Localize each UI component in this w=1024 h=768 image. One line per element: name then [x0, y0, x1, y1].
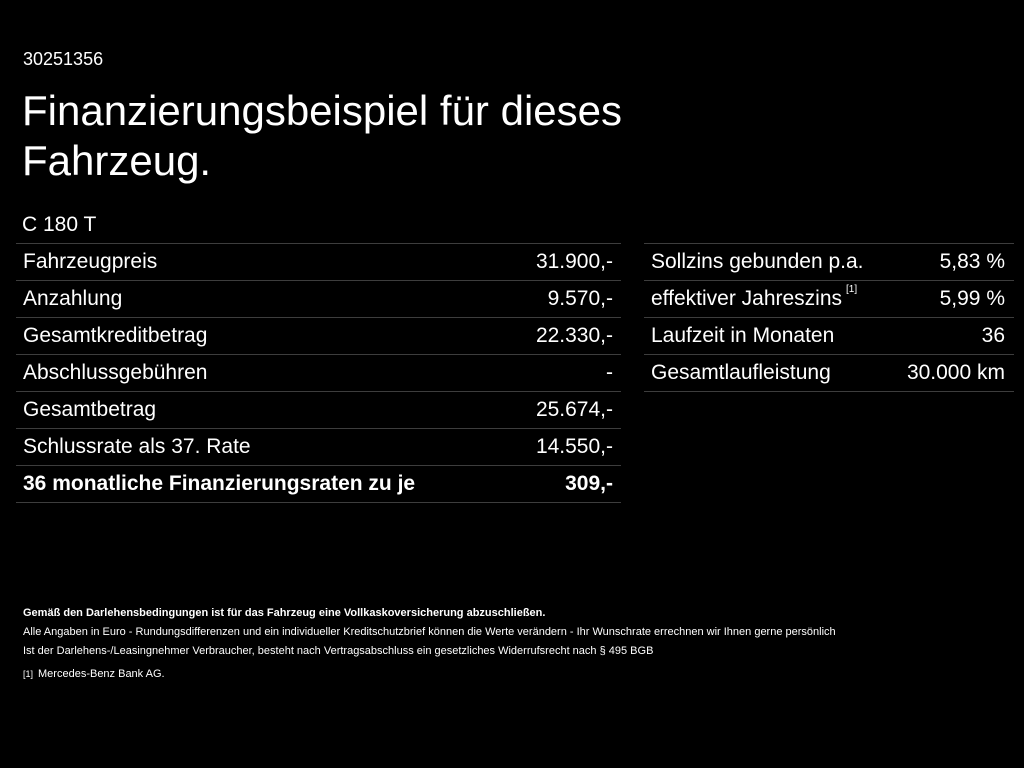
row-label: Gesamtlaufleistung — [651, 361, 831, 384]
row-label-wrapper: effektiver Jahreszins [1] — [651, 284, 858, 311]
table-row: Schlussrate als 37. Rate 14.550,- — [16, 429, 621, 466]
row-label: Anzahlung — [23, 287, 123, 310]
insurance-note: Gemäß den Darlehensbedingungen ist für d… — [23, 607, 546, 619]
footnote-reference: [1] Mercedes-Benz Bank AG. — [23, 665, 1003, 684]
euro-note: Alle Angaben in Euro - Rundungsdifferenz… — [23, 626, 836, 638]
row-value: 25.674,- — [535, 398, 613, 421]
row-label: Schlussrate als 37. Rate — [23, 435, 251, 458]
table-row: Gesamtbetrag 25.674,- — [16, 392, 621, 429]
vehicle-model: C 180 T — [22, 213, 97, 236]
row-value: 5,99 % — [939, 287, 1005, 310]
table-row: Anzahlung 9.570,- — [16, 281, 621, 318]
interest-terms-table: Sollzins gebunden p.a. 5,83 % effektiver… — [644, 243, 1014, 392]
row-value: 14.550,- — [535, 435, 613, 458]
row-value: - — [606, 361, 613, 384]
table-row: Laufzeit in Monaten 36 — [644, 318, 1014, 355]
monthly-rate-row: 36 monatliche Finanzierungsraten zu je 3… — [16, 466, 621, 503]
row-value: 31.900,- — [535, 250, 613, 273]
row-label: Gesamtkreditbetrag — [23, 324, 208, 347]
row-value: 22.330,- — [535, 324, 613, 347]
row-label: Abschlussgebühren — [23, 361, 208, 384]
row-value: 30.000 km — [906, 361, 1005, 384]
row-label: Gesamtbetrag — [23, 398, 157, 421]
row-label: Sollzins gebunden p.a. — [651, 250, 864, 273]
table-row: Fahrzeugpreis 31.900,- — [16, 244, 621, 281]
row-value: 36 — [981, 324, 1005, 347]
withdrawal-note: Ist der Darlehens-/Leasingnehmer Verbrau… — [23, 645, 654, 657]
row-label: 36 monatliche Finanzierungsraten zu je — [23, 472, 416, 495]
footnote-marker: [1] — [846, 284, 858, 295]
row-label: Laufzeit in Monaten — [651, 324, 835, 347]
row-value: 9.570,- — [547, 287, 613, 310]
table-row: Gesamtkreditbetrag 22.330,- — [16, 318, 621, 355]
footnote-ref-marker: [1] — [23, 669, 34, 679]
footnote-ref-text: Mercedes-Benz Bank AG. — [38, 668, 165, 680]
monthly-rate-value: 309,- — [565, 472, 613, 495]
row-label: effektiver Jahreszins — [651, 287, 843, 310]
table-row: Sollzins gebunden p.a. 5,83 % — [644, 244, 1014, 281]
table-row: Gesamtlaufleistung 30.000 km — [644, 355, 1014, 392]
table-row: effektiver Jahreszins [1] 5,99 % — [644, 281, 1014, 318]
financing-costs-table: Fahrzeugpreis 31.900,- Anzahlung 9.570,-… — [16, 243, 621, 503]
table-row: Abschlussgebühren - — [16, 355, 621, 392]
row-value: 5,83 % — [939, 250, 1005, 273]
page-title: Finanzierungsbeispiel für dieses Fahrzeu… — [22, 87, 622, 184]
row-label: Fahrzeugpreis — [23, 250, 158, 273]
vehicle-id-number: 30251356 — [23, 49, 104, 69]
legal-footnotes: Gemäß den Darlehensbedingungen ist für d… — [23, 604, 1003, 684]
